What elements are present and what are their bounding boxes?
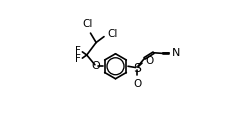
Text: Cl: Cl <box>108 29 118 39</box>
Text: Cl: Cl <box>83 19 93 29</box>
Text: O: O <box>145 56 154 66</box>
Text: N: N <box>172 48 180 58</box>
Text: O: O <box>133 79 141 89</box>
Text: F: F <box>75 46 80 56</box>
Text: S: S <box>133 62 141 75</box>
Text: F: F <box>75 54 80 64</box>
Text: O: O <box>92 61 101 71</box>
